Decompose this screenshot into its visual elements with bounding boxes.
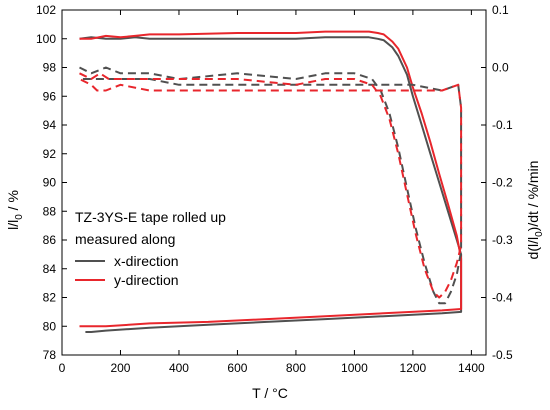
legend-label-y-direction: y-direction: [114, 272, 179, 288]
y-right-axis-title: d(l/l0)/dt / %/min: [525, 161, 545, 260]
y-left-title-main: l/l: [5, 220, 21, 230]
plot-frame: [61, 9, 487, 356]
y-left-tick-label: 78: [43, 348, 57, 362]
y-left-tick-label: 86: [43, 233, 57, 247]
series-line-y-direction: [79, 30, 463, 328]
series-line-x-direction-rate: [79, 66, 463, 305]
x-tick-label: 200: [110, 361, 130, 375]
y-right-tick-label: -0.3: [492, 233, 513, 247]
y-left-tick-label: 98: [43, 61, 57, 75]
y-right-tick-label: -0.1: [492, 118, 513, 132]
x-axis-title: T / °C: [252, 385, 288, 401]
x-tick-label: 0: [59, 361, 66, 375]
y-right-title-pre: d(l/l: [525, 237, 541, 260]
y-left-tick-label: 88: [43, 204, 57, 218]
legend-title-line-1: TZ-3YS-E tape rolled up: [75, 209, 226, 225]
y-right-tick-label: -0.5: [492, 348, 513, 362]
x-tick-label: 1000: [341, 361, 368, 375]
y-left-title-subscript: 0: [14, 214, 25, 220]
y-left-tick-label: 90: [43, 176, 57, 190]
legend: TZ-3YS-E tape rolled up measured along x…: [75, 209, 226, 288]
x-tick-label: 800: [286, 361, 306, 375]
y-left-tick-label: 92: [43, 147, 57, 161]
legend-label-x-direction: x-direction: [114, 253, 179, 269]
y-left-title-rest: / %: [5, 190, 21, 214]
series-line-y-direction-rate: [79, 72, 463, 299]
x-tick-label: 1200: [400, 361, 427, 375]
y-left-tick-label: 100: [36, 32, 56, 46]
legend-title-line-2: measured along: [75, 231, 175, 247]
y-left-tick-label: 80: [43, 319, 57, 333]
y-right-tick-label: 0.0: [492, 61, 509, 75]
y-left-tick-label: 84: [43, 262, 57, 276]
x-tick-label: 600: [227, 361, 247, 375]
y-right-tick-label: -0.4: [492, 291, 513, 305]
y-left-tick-label: 82: [43, 291, 57, 305]
y-left-tick-label: 94: [43, 118, 57, 132]
x-tick-label: 1400: [458, 361, 485, 375]
y-right-tick-label: -0.2: [492, 176, 513, 190]
y-left-tick-label: 102: [36, 3, 56, 17]
axis-layer: 0 200 400 600 800 1000 1200 1400 78 80 82 84 86 88 90 9…: [36, 3, 513, 375]
series-layer: [79, 30, 463, 333]
y-left-tick-label: 96: [43, 89, 57, 103]
y-right-title-subscript: 0: [534, 231, 545, 237]
y-right-tick-label: 0.1: [492, 3, 509, 17]
y-left-axis-title: l/l0 / %: [5, 190, 25, 230]
y-right-title-post: )/dt / %/min: [525, 161, 541, 232]
x-tick-label: 400: [169, 361, 189, 375]
